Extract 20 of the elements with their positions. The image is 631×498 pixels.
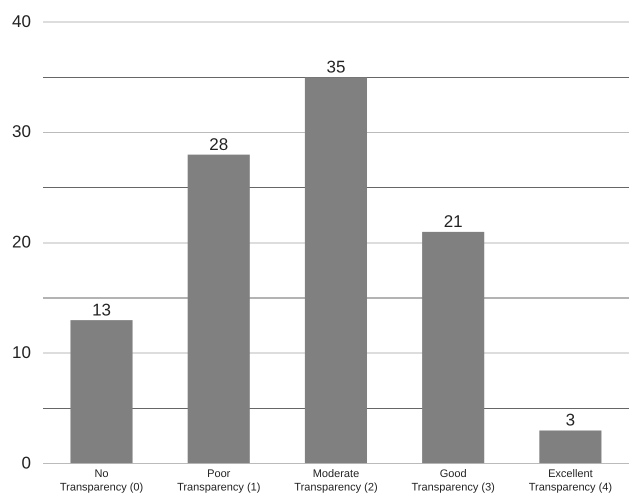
data-label: 21 — [444, 212, 463, 232]
x-tick-label: Excellent Transparency (4) — [528, 468, 612, 494]
bar — [422, 232, 484, 464]
bar — [539, 430, 602, 464]
data-label: 3 — [566, 410, 576, 430]
data-label: 13 — [92, 300, 111, 320]
bar — [70, 320, 133, 464]
x-tick-label: Poor Transparency (1) — [177, 468, 260, 494]
y-tick-label: 40 — [12, 12, 31, 31]
y-tick-label: 20 — [12, 232, 31, 252]
data-label: 28 — [209, 134, 228, 154]
x-tick-label: Moderate Transparency (2) — [294, 468, 378, 494]
bar — [188, 154, 250, 464]
y-tick-label: 0 — [21, 453, 31, 472]
bar — [304, 77, 368, 464]
y-tick-label: 10 — [12, 342, 31, 362]
y-tick-label: 30 — [12, 122, 31, 142]
data-label: 35 — [326, 58, 346, 77]
x-tick-label: Good Transparency (3) — [412, 468, 495, 494]
x-tick-label: No Transparency (0) — [60, 468, 144, 494]
